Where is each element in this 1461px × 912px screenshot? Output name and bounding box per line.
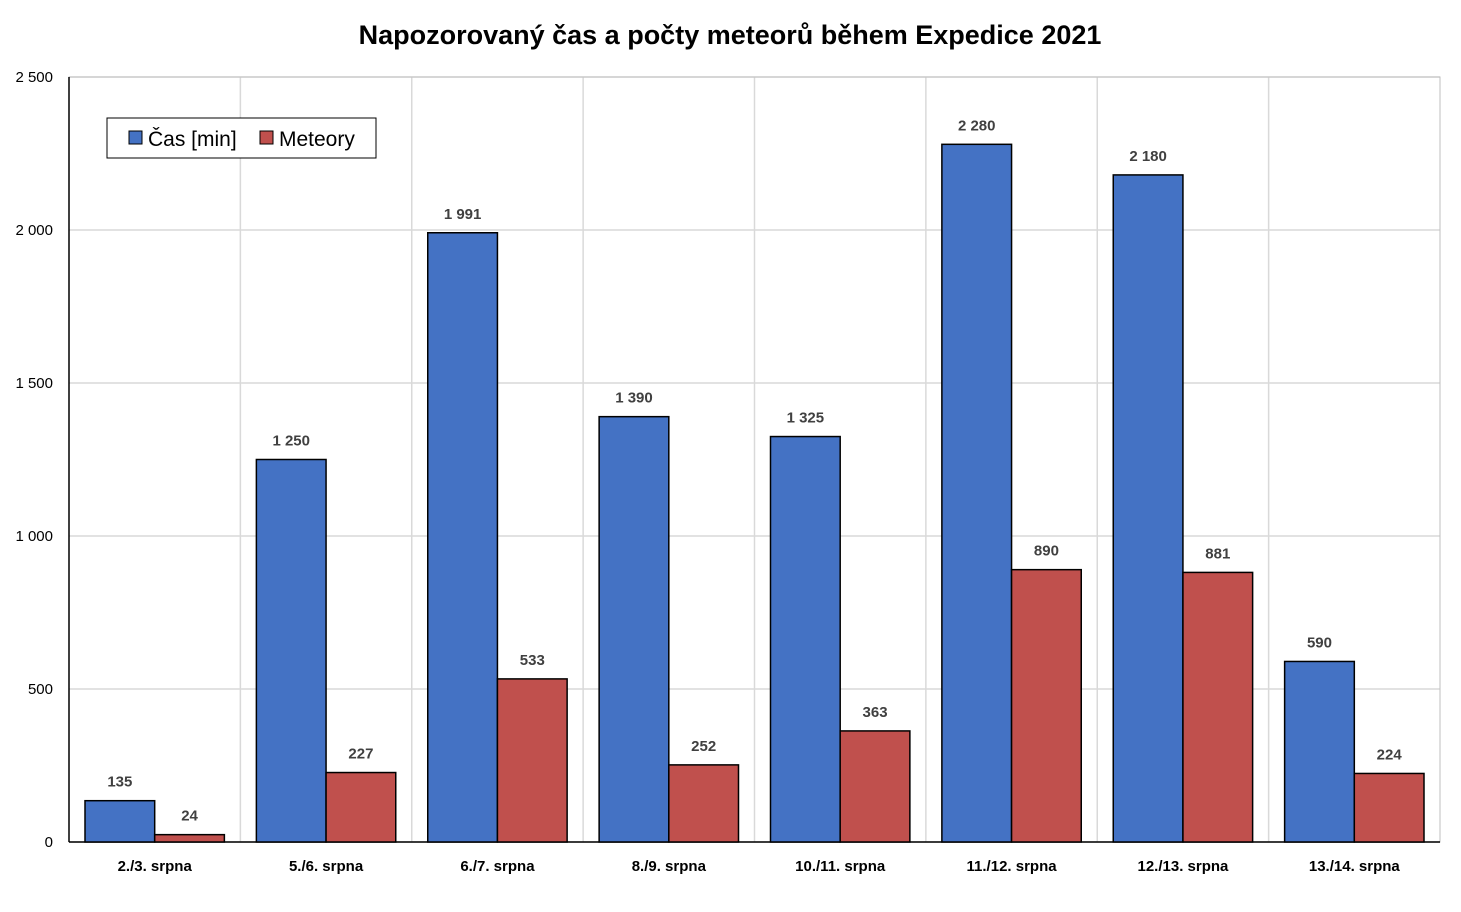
y-tick-label: 500	[28, 681, 53, 698]
gridlines	[68, 76, 1441, 843]
legend-swatch-meteory	[259, 130, 274, 145]
bar-meteory	[1010, 568, 1082, 843]
data-label: 1 325	[787, 410, 825, 427]
x-tick-label: 12./13. srpna	[1137, 858, 1229, 875]
y-axis-tick-labels: 0 500 1 000 1 500 2 000 2 500	[15, 69, 53, 851]
y-tick-label: 0	[45, 834, 53, 851]
legend-label-cas: Čas [min]	[148, 128, 237, 151]
bar-meteory	[1353, 772, 1425, 843]
data-label: 2 180	[1129, 148, 1167, 165]
bar-cas	[427, 232, 499, 843]
data-label: 1 390	[615, 390, 653, 407]
data-label: 2 280	[958, 117, 996, 134]
bar-meteory	[668, 764, 740, 843]
data-label: 24	[181, 808, 198, 825]
data-label: 363	[863, 704, 888, 721]
data-label: 533	[520, 652, 545, 669]
x-tick-label: 10./11. srpna	[795, 858, 886, 875]
data-label: 224	[1377, 746, 1403, 763]
bar-meteory	[1182, 571, 1254, 843]
bars	[84, 143, 1425, 843]
legend-swatch-cas	[128, 130, 143, 145]
data-label: 135	[107, 774, 132, 791]
bar-cas	[598, 415, 670, 843]
bar-meteory	[839, 730, 911, 843]
data-label: 890	[1034, 543, 1059, 560]
x-tick-label: 6./7. srpna	[460, 858, 535, 875]
legend-label-meteory: Meteory	[279, 128, 355, 151]
x-axis-tick-labels: 2./3. srpna 5./6. srpna 6./7. srpna 8./9. s…	[118, 858, 1401, 875]
data-label: 227	[348, 746, 373, 763]
data-labels: 135 1 250 1 991 1 390 1 325 2 280 2 180 590 24 22…	[107, 117, 1402, 824]
y-tick-label: 2 000	[15, 222, 53, 239]
x-tick-label: 5./6. srpna	[289, 858, 364, 875]
bar-meteory	[325, 771, 397, 843]
bar-cas	[1112, 174, 1184, 843]
data-label: 1 991	[444, 206, 482, 223]
bar-meteory	[496, 678, 568, 843]
y-tick-label: 1 500	[15, 375, 53, 392]
legend-box	[106, 117, 377, 159]
y-tick-label: 1 000	[15, 528, 53, 545]
data-label: 590	[1307, 634, 1332, 651]
x-tick-label: 2./3. srpna	[118, 858, 193, 875]
y-tick-label: 2 500	[15, 69, 53, 86]
data-label: 252	[691, 738, 716, 755]
bar-cas	[769, 435, 841, 843]
x-tick-label: 8./9. srpna	[632, 858, 707, 875]
bar-cas	[255, 458, 327, 843]
bar-meteory	[153, 833, 226, 843]
legend: Čas [min] Meteory	[106, 117, 377, 159]
chart-title: Napozorovaný čas a počty meteorů během E…	[359, 20, 1102, 50]
bar-cas	[941, 143, 1013, 843]
data-label: 1 250	[272, 433, 310, 450]
bar-cas	[84, 799, 156, 843]
x-tick-label: 13./14. srpna	[1309, 858, 1401, 875]
x-tick-label: 11./12. srpna	[967, 858, 1058, 875]
data-label: 881	[1205, 545, 1230, 562]
bar-cas	[1283, 660, 1356, 843]
